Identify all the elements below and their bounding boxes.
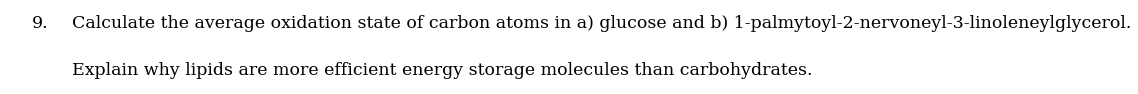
Text: Explain why lipids are more efficient energy storage molecules than carbohydrate: Explain why lipids are more efficient en… (72, 62, 813, 79)
Text: 9.: 9. (32, 15, 49, 32)
Text: Calculate the average oxidation state of carbon atoms in a) glucose and b) 1-pal: Calculate the average oxidation state of… (72, 15, 1131, 32)
